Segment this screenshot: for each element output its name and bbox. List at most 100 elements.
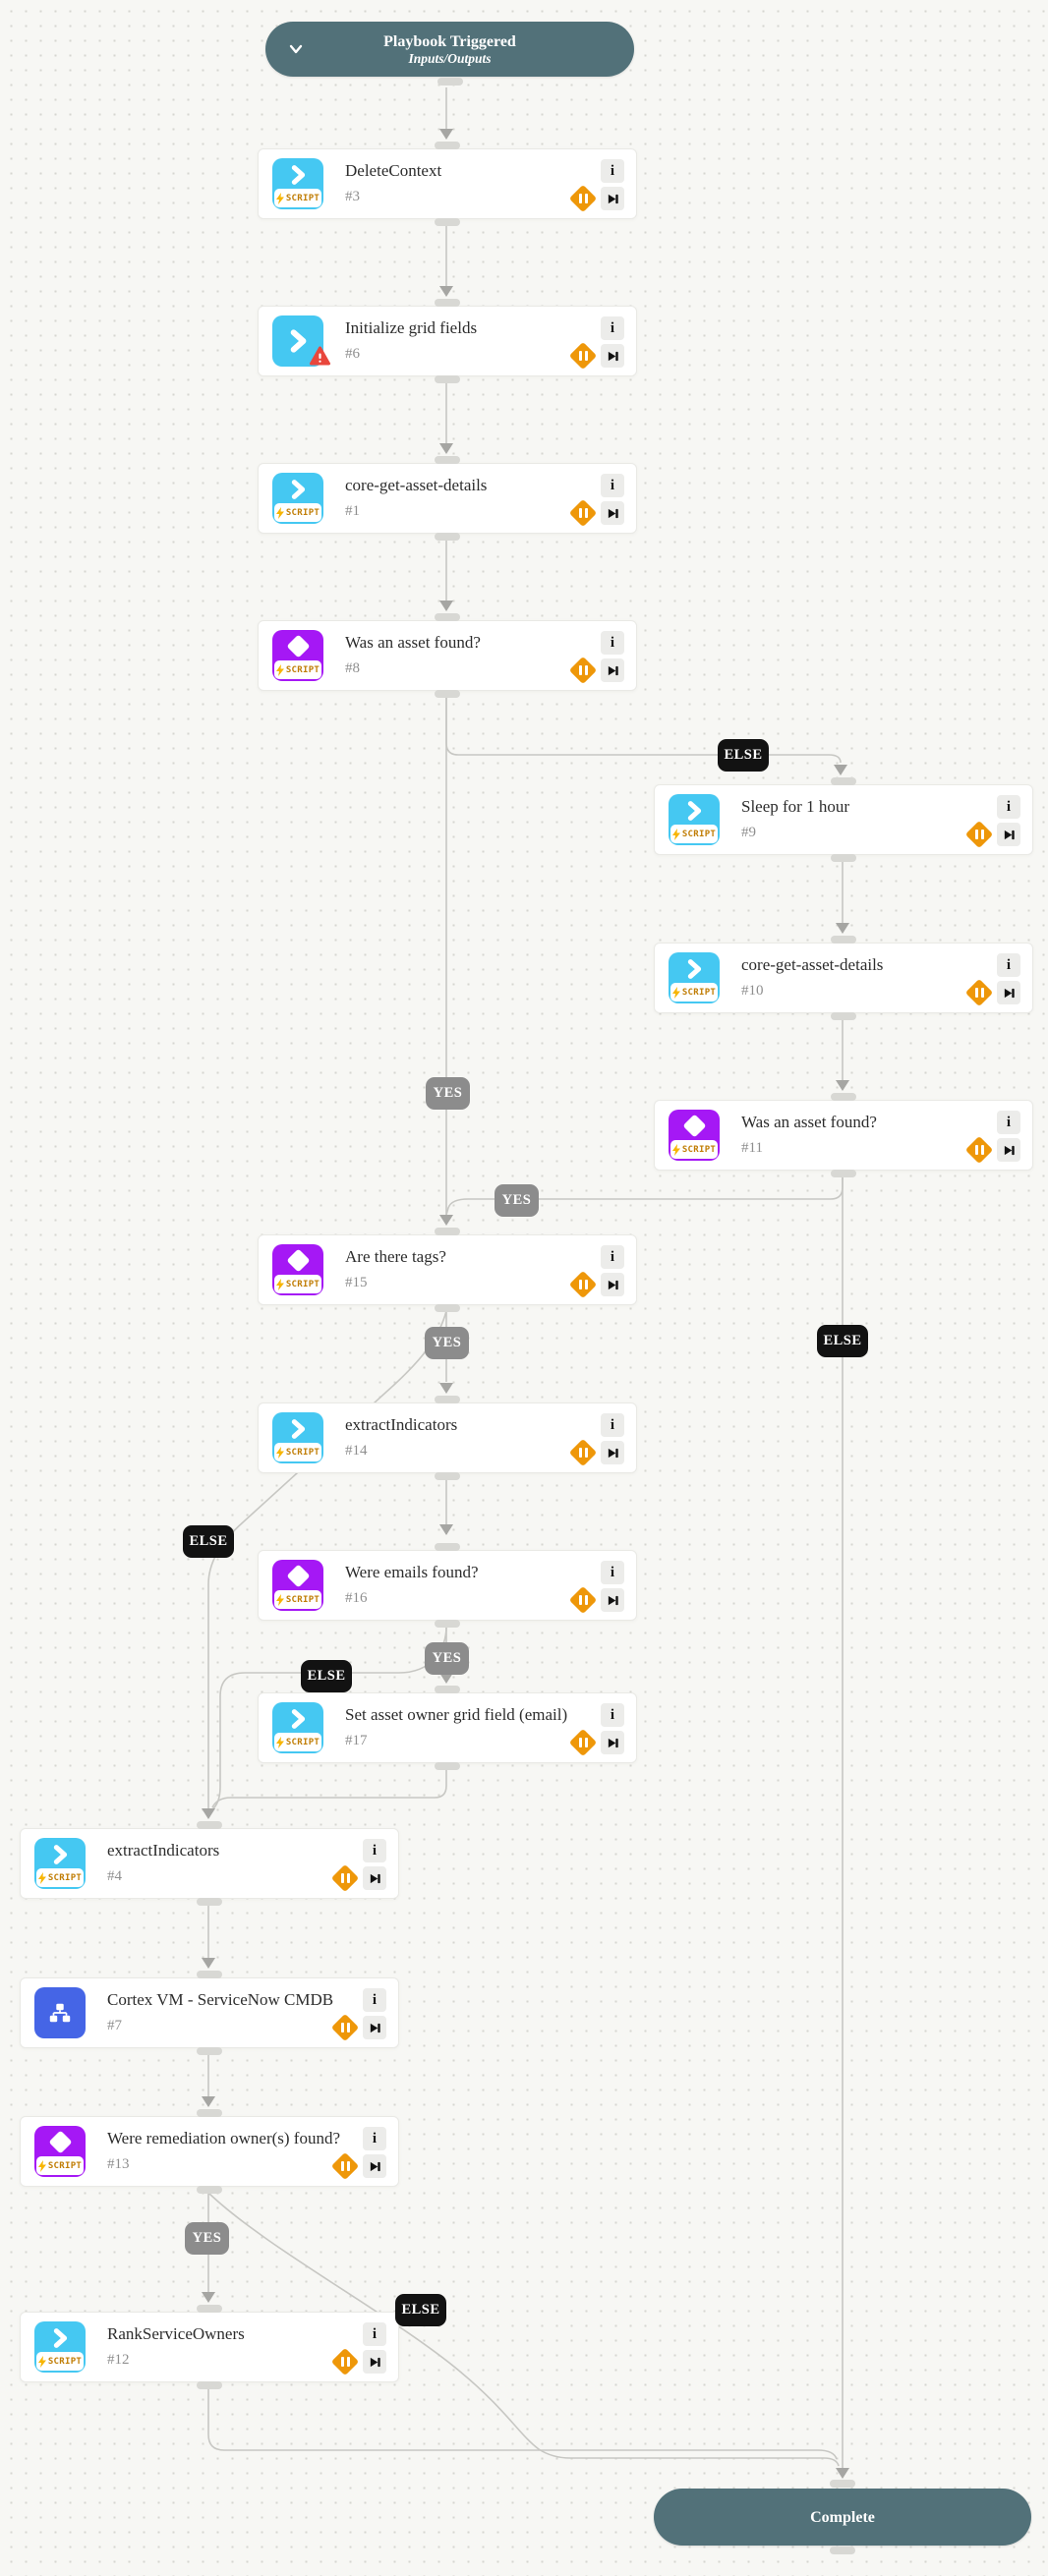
skip-button[interactable] xyxy=(997,981,1020,1004)
pause-indicator-button[interactable] xyxy=(330,2347,360,2376)
info-icon: i xyxy=(610,1248,615,1265)
pause-indicator-button[interactable] xyxy=(330,2151,360,2181)
branch-label-else-11-to-complete: ELSE xyxy=(817,1325,868,1357)
arrowhead xyxy=(439,129,453,140)
chevron-right-icon xyxy=(53,2327,68,2348)
info-icon: i xyxy=(372,1991,378,2008)
lightning-icon xyxy=(275,1446,284,1459)
skip-button[interactable] xyxy=(601,658,624,682)
task-id: #13 xyxy=(107,2156,130,2172)
info-button[interactable]: i xyxy=(601,159,624,183)
pause-indicator-button[interactable] xyxy=(964,820,994,849)
condition-diamond-icon: SCRIPT xyxy=(34,2126,86,2177)
task-node-6[interactable]: Initialize grid fields #6 i xyxy=(258,299,637,383)
skip-button[interactable] xyxy=(601,1441,624,1464)
collapse-chevron-button[interactable] xyxy=(285,38,307,60)
skip-button[interactable] xyxy=(601,344,624,368)
task-node-10[interactable]: SCRIPT core-get-asset-details #10 i xyxy=(654,936,1033,1020)
branch-label-yes-8-to-15: YES xyxy=(426,1077,470,1110)
condition-node-13[interactable]: SCRIPT Were remediation owner(s) found? … xyxy=(20,2109,399,2194)
pause-indicator-button[interactable] xyxy=(330,2013,360,2042)
connector-stub xyxy=(435,613,460,621)
connector-stub xyxy=(435,1543,460,1551)
task-node-3[interactable]: SCRIPT DeleteContext #3 i xyxy=(258,142,637,226)
skip-forward-icon xyxy=(608,665,618,675)
branch-label-else-16-to-4: ELSE xyxy=(301,1660,352,1692)
connector-stub xyxy=(435,1228,460,1235)
info-button[interactable]: i xyxy=(601,316,624,340)
info-button[interactable]: i xyxy=(363,2127,386,2150)
pause-indicator-button[interactable] xyxy=(568,656,598,685)
skip-button[interactable] xyxy=(363,2350,386,2374)
task-node-1[interactable]: SCRIPT core-get-asset-details #1 i xyxy=(258,456,637,541)
task-node-14[interactable]: SCRIPT extractIndicators #14 i xyxy=(258,1396,637,1480)
subplaybook-node-7[interactable]: Cortex VM - ServiceNow CMDB #7 i xyxy=(20,1971,399,2055)
pause-indicator-button[interactable] xyxy=(568,498,598,528)
start-node-playbook-triggered[interactable]: Playbook Triggered Inputs/Outputs xyxy=(265,22,634,86)
skip-button[interactable] xyxy=(601,1731,624,1754)
info-button[interactable]: i xyxy=(997,795,1020,819)
skip-button[interactable] xyxy=(601,187,624,210)
skip-forward-icon xyxy=(608,1595,618,1605)
task-id: #7 xyxy=(107,2018,122,2033)
task-node-12[interactable]: SCRIPT RankServiceOwners #12 i xyxy=(20,2305,399,2389)
info-button[interactable]: i xyxy=(601,1245,624,1269)
branch-label-else-8-to-9: ELSE xyxy=(718,739,769,772)
arrowhead xyxy=(439,1524,453,1535)
info-button[interactable]: i xyxy=(601,631,624,655)
connector-stub xyxy=(831,1093,856,1101)
task-title: RankServiceOwners xyxy=(107,2324,245,2343)
info-button[interactable]: i xyxy=(997,1111,1020,1134)
end-node-complete[interactable]: Complete xyxy=(654,2480,1031,2554)
info-button[interactable]: i xyxy=(363,2322,386,2346)
info-button[interactable]: i xyxy=(363,1988,386,2012)
pause-indicator-button[interactable] xyxy=(568,1585,598,1615)
pause-indicator-button[interactable] xyxy=(964,1135,994,1165)
edge-12-to-complete xyxy=(207,2387,838,2460)
task-node-17[interactable]: SCRIPT Set asset owner grid field (email… xyxy=(258,1686,637,1770)
skip-button[interactable] xyxy=(997,823,1020,846)
connector-stub xyxy=(197,1971,222,1978)
condition-node-16[interactable]: SCRIPT Were emails found? #16 i xyxy=(258,1543,637,1628)
info-button[interactable]: i xyxy=(601,1413,624,1437)
pause-indicator-button[interactable] xyxy=(568,1438,598,1467)
info-button[interactable]: i xyxy=(997,953,1020,977)
connector-stub xyxy=(435,375,460,383)
task-id: #15 xyxy=(345,1275,368,1290)
condition-diamond-icon: SCRIPT xyxy=(272,1560,323,1611)
connector-stub xyxy=(830,2480,855,2488)
lightning-icon xyxy=(37,2355,46,2368)
skip-button[interactable] xyxy=(997,1138,1020,1162)
skip-button[interactable] xyxy=(363,2016,386,2039)
condition-node-8[interactable]: SCRIPT Was an asset found? #8 i xyxy=(258,613,637,698)
info-button[interactable]: i xyxy=(363,1839,386,1862)
playbook-sitemap-glyph xyxy=(49,2003,71,2023)
skip-button[interactable] xyxy=(363,2154,386,2178)
edge-8-else-to-9 xyxy=(445,697,842,764)
skip-button[interactable] xyxy=(363,1866,386,1890)
pause-indicator-button[interactable] xyxy=(568,184,598,213)
task-id: #6 xyxy=(345,346,360,362)
skip-button[interactable] xyxy=(601,1273,624,1296)
task-title: Were remediation owner(s) found? xyxy=(107,2129,341,2147)
task-node-9[interactable]: SCRIPT Sleep for 1 hour #9 i xyxy=(654,777,1033,862)
info-button[interactable]: i xyxy=(601,1703,624,1727)
script-badge: SCRIPT xyxy=(274,189,321,207)
skip-forward-icon xyxy=(370,2357,380,2367)
condition-node-15[interactable]: SCRIPT Are there tags? #15 i xyxy=(258,1228,637,1312)
pause-indicator-button[interactable] xyxy=(568,341,598,371)
skip-button[interactable] xyxy=(601,501,624,525)
skip-button[interactable] xyxy=(601,1588,624,1612)
script-chevron-icon: SCRIPT xyxy=(272,158,323,209)
pause-indicator-button[interactable] xyxy=(330,1863,360,1893)
pause-indicator-button[interactable] xyxy=(568,1270,598,1299)
info-button[interactable]: i xyxy=(601,474,624,497)
pause-indicator-button[interactable] xyxy=(568,1728,598,1757)
pause-indicator-button[interactable] xyxy=(964,978,994,1007)
chevron-right-icon xyxy=(290,329,307,353)
arrowhead xyxy=(439,1215,453,1226)
task-node-4[interactable]: SCRIPT extractIndicators #4 i xyxy=(20,1821,399,1906)
condition-node-11[interactable]: SCRIPT Was an asset found? #11 i xyxy=(654,1093,1033,1177)
info-button[interactable]: i xyxy=(601,1561,624,1584)
